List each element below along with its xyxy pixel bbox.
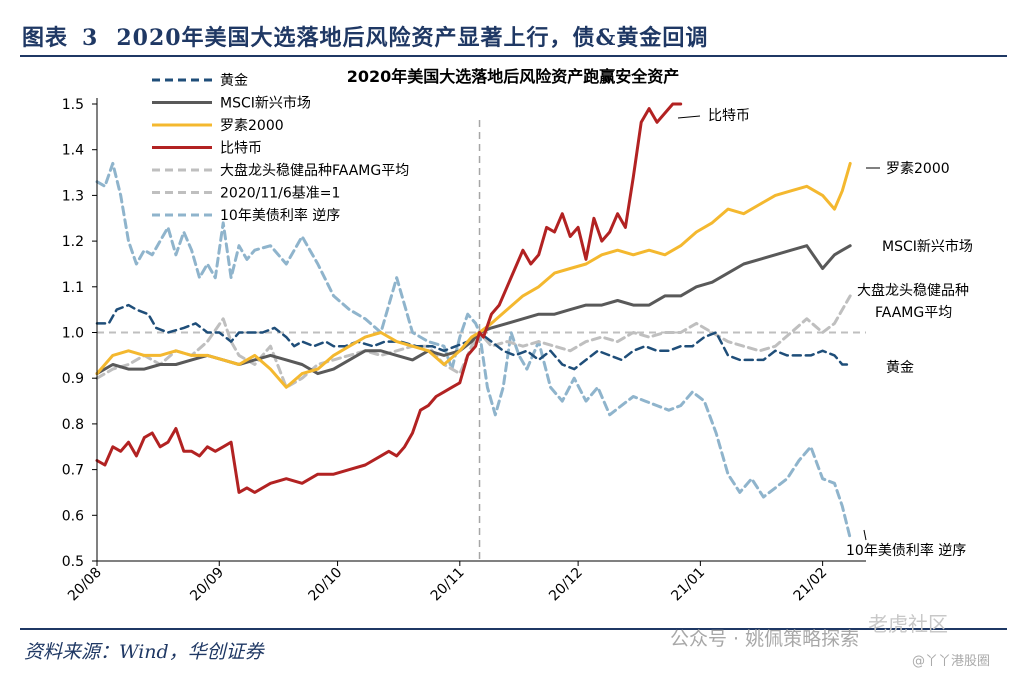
legend-label: 黄金 [220, 72, 248, 89]
x-tick-label: 20/08 [65, 565, 105, 605]
y-tick-label: 1.0 [62, 326, 84, 342]
watermark-faded: 老虎社区 [868, 612, 948, 636]
series-line-4 [95, 294, 852, 389]
y-tick-label: 0.7 [62, 463, 84, 479]
series-line-3 [95, 102, 683, 494]
x-tick-label: 20/10 [306, 565, 346, 605]
source-note: 资料来源：Wind，华创证券 [24, 641, 264, 663]
x-tick-label: 21/02 [791, 565, 831, 605]
y-tick-label: 0.8 [62, 417, 84, 433]
legend-label: 2020/11/6基准=1 [220, 185, 340, 202]
series-end-label: 罗素2000 [886, 161, 950, 177]
y-tick-label: 0.5 [62, 554, 84, 570]
y-tick-label: 1.4 [62, 143, 84, 159]
legend-label: 大盘龙头稳健品种FAAMG平均 [220, 162, 409, 179]
y-tick-label: 1.1 [62, 280, 84, 296]
annotation-leader [677, 115, 701, 119]
watermark-text: 公众号 · 姚佩策略探索 [670, 628, 860, 650]
y-tick-label: 0.6 [62, 508, 84, 524]
legend-label: 罗素2000 [220, 118, 284, 134]
x-tick-label: 20/09 [187, 565, 227, 605]
legend-label: 比特币 [220, 141, 262, 157]
legend-label: MSCI新兴市场 [220, 95, 311, 112]
y-tick-label: 1.3 [62, 188, 84, 204]
chart-title: 2020年美国大选落地后风险资产跑赢安全资产 [347, 67, 680, 86]
series-end-label: 黄金 [886, 359, 914, 376]
y-tick-label: 1.5 [62, 97, 84, 113]
title-divider [20, 55, 1007, 57]
series-line-5 [95, 161, 852, 540]
y-tick-label: 1.2 [62, 234, 84, 250]
x-tick-label: 20/11 [428, 565, 468, 605]
chart-axes: 0.5 0.6 0.7 0.8 0.9 1.0 1.1 1.2 1.3 1.4 1.5 20/08 20… [62, 97, 866, 604]
series-end-label: 10年美债利率 逆序 [846, 542, 966, 559]
series-line-2 [95, 161, 852, 389]
footer-divider [20, 628, 1007, 630]
figure-label: 图表 [22, 25, 69, 51]
figure-number: 3 [82, 25, 99, 51]
legend-label: 10年美债利率 逆序 [220, 207, 340, 224]
x-tick-label: 21/01 [668, 565, 708, 605]
chart-series [95, 102, 852, 540]
series-end-label: 比特币 [708, 108, 750, 124]
watermark-small: @丫丫港股圈 [912, 654, 991, 669]
series-end-label-cont: FAAMG平均 [875, 305, 952, 321]
y-tick-label: 0.9 [62, 371, 84, 387]
annotation-leader [863, 529, 867, 541]
series-line-1 [95, 244, 852, 376]
series-line-0 [95, 303, 852, 371]
series-end-label: MSCI新兴市场 [882, 238, 973, 255]
series-end-label: 大盘龙头稳健品种 [857, 282, 969, 299]
x-tick-label: 20/12 [546, 565, 586, 605]
figure-title: 图表 3 2020年美国大选落地后风险资产显著上行，债&黄金回调 [22, 20, 708, 52]
figure-title-text: 2020年美国大选落地后风险资产显著上行，债&黄金回调 [116, 25, 709, 51]
